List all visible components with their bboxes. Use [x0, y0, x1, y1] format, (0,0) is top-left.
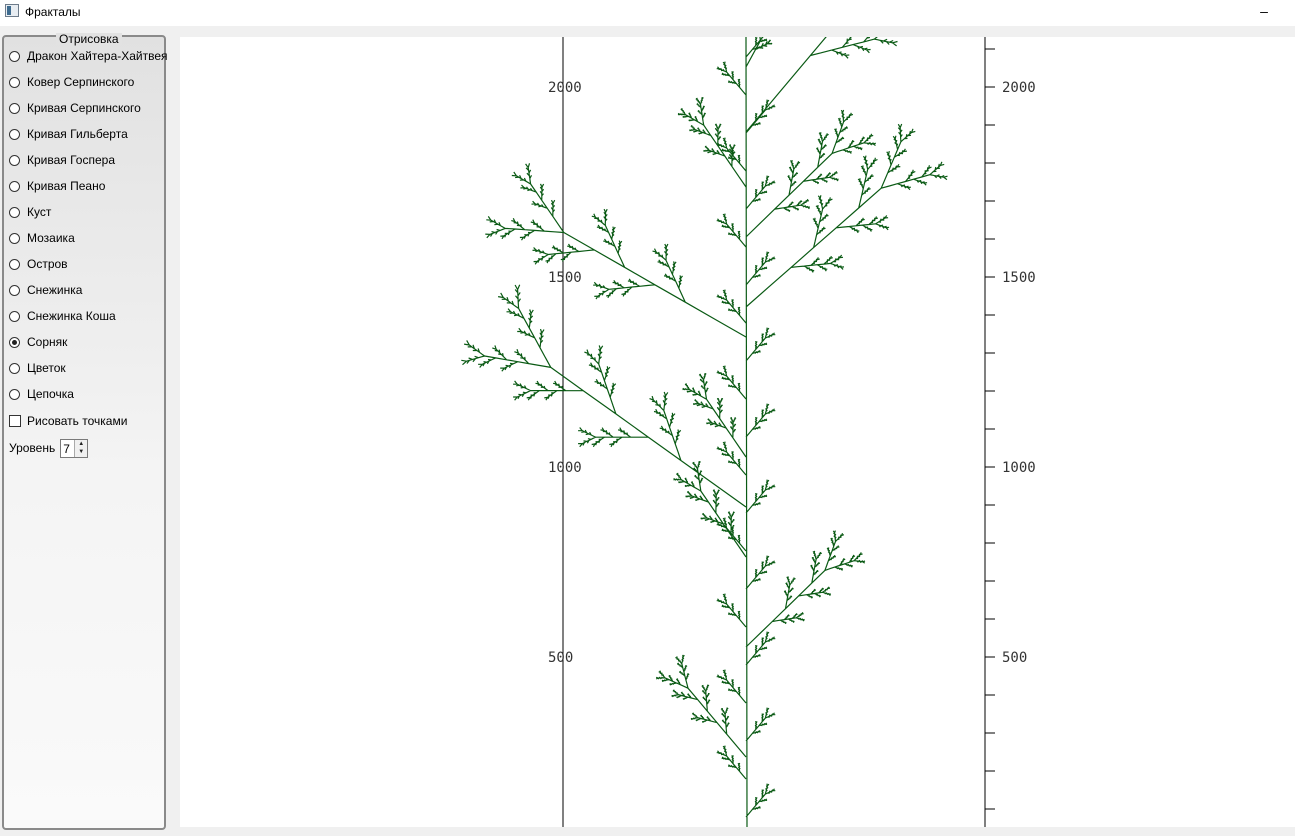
fractal-option-label: Куст	[27, 205, 52, 219]
fractal-option-label: Цепочка	[27, 387, 74, 401]
tick-label-left: 1500	[548, 270, 582, 286]
tick-label-right: 1500	[1002, 270, 1036, 286]
fractal-option[interactable]: Сорняк	[9, 333, 67, 351]
tick-label-right: 2000	[1002, 80, 1036, 96]
tick-label-left: 1000	[548, 460, 582, 476]
title-bar: Фракталы –	[0, 0, 1295, 26]
fractal-option[interactable]: Куст	[9, 203, 51, 221]
fractal-option-label: Цветок	[27, 361, 66, 375]
fractal-option-label: Дракон Хайтера-Хайтвея	[27, 49, 168, 63]
radio-button[interactable]	[9, 362, 20, 374]
draw-points-checkbox[interactable]: Рисовать точками	[9, 412, 127, 430]
spin-buttons: ▲ ▼	[74, 439, 88, 457]
fractal-option-label: Кривая Серпинского	[27, 101, 141, 115]
weed-fractal	[461, 37, 948, 827]
weed-strokes	[461, 37, 948, 827]
fractal-option-label: Кривая Гильберта	[27, 127, 128, 141]
fractal-option-label: Снежинка Коша	[27, 309, 116, 323]
checkbox-box[interactable]	[9, 415, 21, 427]
tick-label-right: 500	[1002, 650, 1027, 666]
fractal-option[interactable]: Ковер Серпинского	[9, 73, 134, 91]
fractal-option-label: Остров	[27, 257, 68, 271]
level-value[interactable]: 7	[63, 441, 70, 456]
fractal-option[interactable]: Кривая Гильберта	[9, 125, 128, 143]
fractal-option[interactable]: Остров	[9, 255, 68, 273]
fractal-option[interactable]: Кривая Серпинского	[9, 99, 141, 117]
radio-button[interactable]	[9, 128, 20, 140]
radio-button[interactable]	[9, 284, 20, 296]
tick-label-left: 500	[548, 650, 573, 666]
radio-button[interactable]	[9, 310, 20, 322]
fractal-option[interactable]: Снежинка	[9, 281, 82, 299]
radio-button[interactable]	[9, 50, 20, 62]
fractal-option-label: Кривая Пеано	[27, 179, 106, 193]
minor-ticks	[985, 48, 995, 810]
radio-button[interactable]	[9, 180, 20, 192]
level-label: Уровень	[9, 441, 56, 455]
tick-label-left: 2000	[548, 80, 582, 96]
fractal-option[interactable]: Дракон Хайтера-Хайтвея	[9, 47, 168, 65]
drawing-groupbox: Отрисовка Дракон Хайтера-Хайтвея Ковер Се…	[2, 33, 168, 830]
fractal-canvas[interactable]: 500 500 1000 1000 1500 1500 2000 2000	[180, 37, 1295, 827]
fractal-option-label: Снежинка	[27, 283, 83, 297]
tick-labels: 500 500 1000 1000 1500 1500 2000 2000	[548, 80, 1036, 666]
groupbox-title: Отрисовка	[56, 33, 122, 45]
level-spinbox[interactable]: 7 ▲ ▼	[60, 438, 89, 458]
tick-label-right: 1000	[1002, 460, 1036, 476]
fractal-option-label: Мозаика	[27, 231, 75, 245]
spin-up-icon[interactable]: ▲	[78, 440, 85, 447]
fractal-option[interactable]: Кривая Пеано	[9, 177, 105, 195]
fractal-option[interactable]: Цепочка	[9, 385, 74, 403]
axes: 500 500 1000 1000 1500 1500 2000 2000	[548, 37, 1036, 827]
spin-down-icon[interactable]: ▼	[78, 448, 85, 455]
app-icon	[5, 4, 19, 17]
fractal-option[interactable]: Цветок	[9, 359, 66, 377]
radio-button[interactable]	[9, 336, 20, 348]
radio-button[interactable]	[9, 232, 20, 244]
radio-button[interactable]	[9, 76, 20, 88]
radio-button[interactable]	[9, 258, 20, 270]
fractal-option-label: Кривая Госпера	[27, 153, 116, 167]
window-title: Фракталы	[25, 5, 81, 19]
fractal-plot: 500 500 1000 1000 1500 1500 2000 2000	[461, 37, 1036, 827]
radio-button[interactable]	[9, 388, 20, 400]
fractal-option-label: Ковер Серпинского	[27, 75, 135, 89]
radio-button[interactable]	[9, 154, 20, 166]
radio-button[interactable]	[9, 102, 20, 114]
fractal-option[interactable]: Снежинка Коша	[9, 307, 116, 325]
level-row: Уровень 7 ▲ ▼	[9, 437, 89, 459]
minimize-button[interactable]: –	[1260, 3, 1268, 19]
radio-button[interactable]	[9, 206, 20, 218]
fractal-option-label: Сорняк	[27, 335, 68, 349]
draw-points-label: Рисовать точками	[27, 414, 128, 428]
fractal-option[interactable]: Мозаика	[9, 229, 75, 247]
fractal-option[interactable]: Кривая Госпера	[9, 151, 115, 169]
